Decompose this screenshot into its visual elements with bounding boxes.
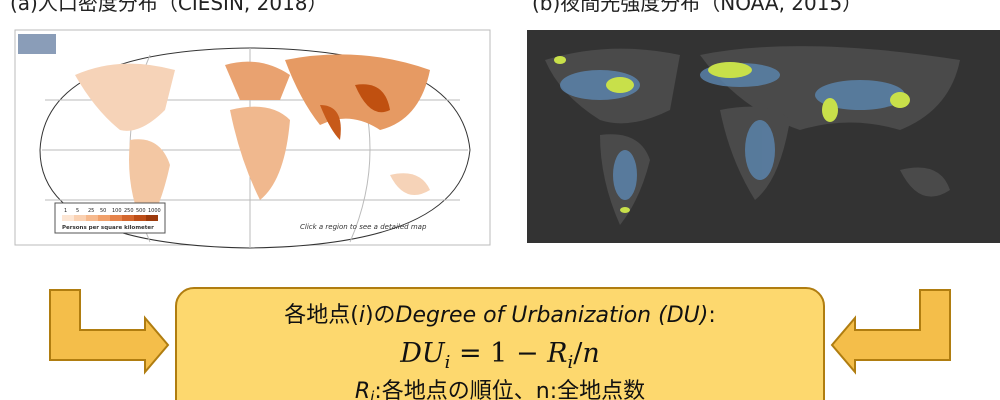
legend-caption: Persons per square kilometer [62, 225, 154, 231]
text: R [546, 338, 567, 369]
legend-tick: 1 [64, 208, 67, 214]
definition: 各地点(i)のDegree of Urbanization (DU): [284, 303, 716, 328]
arrow [49, 289, 170, 375]
text: i [568, 352, 574, 373]
text: i [359, 303, 365, 328]
legend-tick: 5 [76, 208, 79, 214]
text: i [445, 352, 451, 373]
text: = 1 − [450, 338, 547, 369]
map-note: Click a region to see a detailed map [300, 223, 427, 231]
text: Degree of Urbanization (DU) [396, 303, 709, 328]
legend-line: Ri:各地点の順位、n:全地点数 [355, 379, 645, 400]
text: :各地点の順位、n:全地点数 [374, 379, 645, 400]
formula: DUi = 1 − Ri/n [399, 338, 600, 373]
text: n [582, 338, 599, 369]
text: DU [399, 338, 446, 369]
legend-tick: 50 [100, 208, 106, 214]
text: R [355, 379, 370, 400]
legend-tick: 500 [136, 208, 146, 214]
legend-tick: 1000 [148, 208, 161, 214]
text: 各地点( [284, 303, 359, 328]
night-light-map [527, 30, 1000, 243]
text: / [573, 338, 583, 369]
text: i [370, 388, 375, 400]
legend-tick: 100 [112, 208, 122, 214]
population-map: 1 5 25 50 100 250 500 1000 Persons per square k… [14, 29, 491, 249]
panel-title: (a)人口密度分布（CIESIN, 2018） [10, 0, 328, 15]
legend-swatches [62, 215, 158, 221]
legend-tick: 25 [88, 208, 94, 214]
panel-title: (b)夜間光強度分布（NOAA, 2015） [532, 0, 862, 15]
arrow [830, 289, 951, 375]
formula-box [175, 287, 825, 400]
text: )の [365, 303, 396, 328]
legend-tick: 250 [124, 208, 134, 214]
text: : [708, 303, 715, 328]
